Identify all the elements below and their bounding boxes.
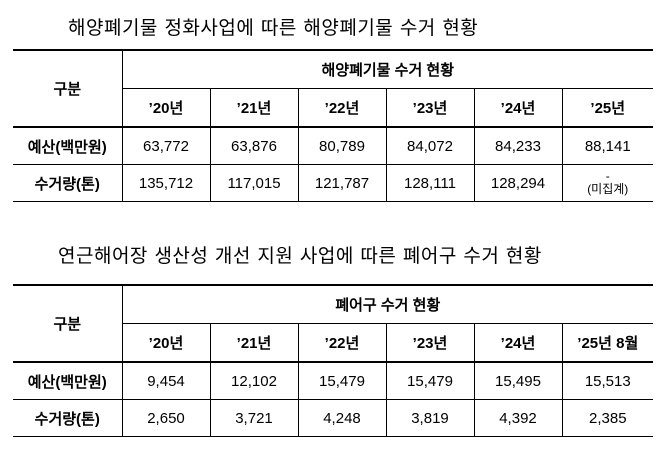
table1-year-header: ’24년 — [473, 88, 562, 128]
table2-year-header: ’25년 8월 — [561, 323, 654, 363]
row-label-budget: 예산(백만원) — [13, 362, 123, 400]
table-cell: 63,876 — [209, 127, 298, 165]
table-cell: 135,712 — [122, 164, 210, 202]
table2-year-header: ’22년 — [297, 323, 386, 363]
table2-year-header: ’24년 — [473, 323, 562, 363]
table1-year-header: ’21년 — [209, 88, 298, 128]
not-tallied-note: (미집계) — [587, 181, 629, 196]
table1-year-header: ’25년 — [561, 88, 654, 128]
table2-year-header: ’23년 — [385, 323, 474, 363]
table-cell: 4,392 — [473, 399, 562, 437]
dash-value: - — [605, 168, 610, 183]
table2-year-header: ’21년 — [209, 323, 298, 363]
table1-rowhead: 구분 — [13, 50, 123, 128]
table1-title: 해양폐기물 정화사업에 따른 해양폐기물 수거 현황 — [68, 17, 479, 39]
table-cell: 84,233 — [473, 127, 562, 165]
table-cell: 80,789 — [297, 127, 386, 165]
table-cell: 117,015 — [209, 164, 298, 202]
table-row: 예산(백만원) 9,454 12,102 15,479 15,479 15,49… — [13, 362, 654, 400]
table-cell: 128,111 — [385, 164, 474, 202]
table1-year-header: ’23년 — [385, 88, 474, 128]
table-cell: 128,294 — [473, 164, 562, 202]
table-cell: 63,772 — [143, 137, 189, 155]
table1-year-header: ’20년 — [122, 88, 210, 128]
table2-rowhead: 구분 — [13, 285, 123, 363]
table-cell: 15,479 — [385, 362, 474, 400]
table-row: 수거량(톤) 2,650 3,721 4,248 3,819 4,392 2,3… — [13, 399, 654, 437]
table-row: 예산(백만원) 63,772 63,876 80,789 84,072 84,2… — [13, 127, 654, 165]
table-cell: 4,248 — [297, 399, 386, 437]
table1-supheader: 해양폐기물 수거 현황 — [122, 50, 654, 89]
row-label-budget: 예산(백만원) — [13, 127, 123, 165]
table-cell: 15,495 — [473, 362, 562, 400]
table1-year-header: ’22년 — [297, 88, 386, 128]
table-cell: 2,650 — [122, 399, 210, 437]
table-cell: 88,141 — [561, 127, 654, 165]
row-label-collected: 수거량(톤) — [13, 399, 123, 437]
table2-supheader: 폐어구 수거 현황 — [122, 285, 654, 324]
table-cell: 2,385 — [561, 399, 654, 437]
table-cell-not-tallied: - (미집계) — [561, 164, 654, 202]
fishing-gear-table: 구분 폐어구 수거 현황 ’20년 ’21년 ’22년 ’23년 ’24년 ’2… — [13, 284, 654, 437]
table-cell: 15,513 — [561, 362, 654, 400]
table-cell: 15,479 — [297, 362, 386, 400]
marine-waste-table: 구분 해양폐기물 수거 현황 ’20년 ’21년 ’22년 ’23년 ’24년 … — [13, 49, 654, 202]
table-cell: 121,787 — [297, 164, 386, 202]
row-label-collected: 수거량(톤) — [13, 164, 123, 202]
table2-year-header: ’20년 — [122, 323, 210, 363]
table-cell: 84,072 — [385, 127, 474, 165]
table-cell: 9,454 — [147, 372, 185, 390]
table-cell: 12,102 — [209, 362, 298, 400]
table-cell: 3,819 — [385, 399, 474, 437]
table-row: 수거량(톤) 135,712 117,015 121,787 128,111 1… — [13, 164, 654, 202]
table2-title: 연근해어장 생산성 개선 지원 사업에 따른 폐어구 수거 현황 — [58, 245, 542, 267]
table-cell: 3,721 — [209, 399, 298, 437]
